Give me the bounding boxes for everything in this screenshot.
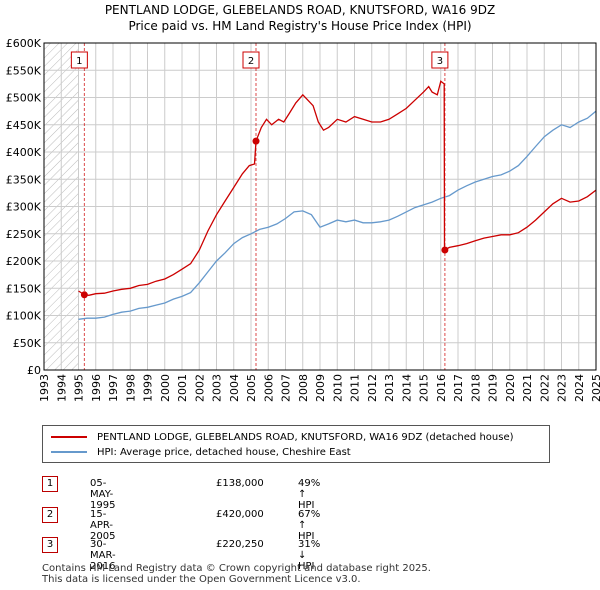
x-tick-label: 2000 — [159, 374, 172, 402]
hpi-line — [78, 110, 597, 320]
sale-marker-box — [70, 51, 88, 69]
x-tick-label: 2025 — [590, 374, 600, 402]
x-tick-label: 2014 — [400, 374, 413, 402]
x-tick-label: 2003 — [211, 374, 224, 402]
chart-title-line1: PENTLAND LODGE, GLEBELANDS ROAD, KNUTSFO… — [104, 3, 496, 17]
x-tick-label: 2008 — [297, 374, 310, 402]
y-tick-label: £50K — [13, 337, 42, 350]
sale-marker-label: 2 — [248, 56, 254, 67]
property-price-line — [78, 80, 597, 296]
y-tick-label: £200K — [6, 255, 42, 268]
transaction-date: 05-MAY-1995 — [90, 478, 116, 511]
y-tick-label: £400K — [6, 146, 42, 159]
x-tick-label: 2021 — [521, 374, 534, 402]
x-tick-label: 2018 — [469, 374, 482, 402]
y-tick-label: £150K — [6, 282, 42, 295]
x-tick-label: 2007 — [280, 374, 293, 402]
x-tick-label: 2002 — [193, 374, 206, 402]
transaction-number: 3 — [42, 537, 58, 553]
x-tick-label: 2024 — [573, 374, 586, 402]
x-tick-label: 2013 — [383, 374, 396, 402]
legend-swatch-blue — [51, 451, 87, 453]
y-tick-label: £550K — [6, 64, 42, 77]
x-tick-label: 2005 — [245, 374, 258, 402]
x-tick-label: 2023 — [556, 374, 569, 402]
transaction-number: 1 — [42, 476, 58, 492]
transaction-date: 15-APR-2005 — [90, 509, 116, 542]
x-tick-label: 1999 — [142, 374, 155, 402]
y-tick-label: £350K — [6, 173, 42, 186]
legend-item-hpi: HPI: Average price, detached house, Ches… — [51, 445, 351, 459]
transaction-hpi-change: 67% ↑ HPI — [298, 509, 321, 542]
x-tick-label: 1997 — [107, 374, 120, 402]
y-tick-label: £300K — [6, 201, 42, 214]
x-tick-label: 2022 — [538, 374, 551, 402]
x-tick-label: 2016 — [435, 374, 448, 402]
x-tick-label: 2011 — [349, 374, 362, 402]
y-tick-label: £0 — [27, 364, 41, 377]
legend-label-hpi: HPI: Average price, detached house, Ches… — [97, 446, 351, 458]
y-tick-label: £250K — [6, 228, 42, 241]
footer-licence: This data is licensed under the Open Gov… — [42, 574, 361, 585]
legend-item-property: PENTLAND LODGE, GLEBELANDS ROAD, KNUTSFO… — [51, 430, 514, 444]
x-tick-label: 2017 — [452, 374, 465, 402]
sale-point — [252, 137, 260, 145]
x-tick-label: 2010 — [331, 374, 344, 402]
x-tick-label: 2015 — [418, 374, 431, 402]
x-tick-label: 1998 — [124, 374, 137, 402]
x-tick-label: 2009 — [314, 374, 327, 402]
transaction-date: 30-MAR-2016 — [90, 539, 116, 572]
sale-marker-label: 3 — [437, 56, 443, 67]
footer-copyright: Contains HM Land Registry data © Crown c… — [42, 563, 431, 574]
x-tick-label: 1995 — [73, 374, 86, 402]
x-tick-label: 2020 — [504, 374, 517, 402]
x-tick-label: 2006 — [262, 374, 275, 402]
y-tick-label: £100K — [6, 310, 42, 323]
y-tick-label: £600K — [6, 37, 42, 50]
transaction-price: £138,000 — [216, 478, 264, 489]
sale-point — [80, 291, 88, 299]
legend-label-property: PENTLAND LODGE, GLEBELANDS ROAD, KNUTSFO… — [97, 431, 514, 443]
transaction-price: £420,000 — [216, 509, 264, 520]
chart-legend: PENTLAND LODGE, GLEBELANDS ROAD, KNUTSFO… — [42, 425, 550, 463]
transaction-hpi-change: 49% ↑ HPI — [298, 478, 321, 511]
y-tick-label: £500K — [6, 92, 42, 105]
transaction-price: £220,250 — [216, 539, 264, 550]
x-tick-label: 1994 — [55, 374, 68, 402]
legend-swatch-red — [51, 436, 87, 438]
x-tick-label: 2001 — [176, 374, 189, 402]
x-tick-label: 1993 — [38, 374, 51, 402]
sale-point — [441, 246, 449, 254]
x-tick-label: 1996 — [90, 374, 103, 402]
sale-marker-box — [431, 51, 449, 69]
price-chart: 1 2 3 £0 £50K £100K £150K £200K £250K £300K £350K… — [6, 37, 600, 402]
chart-title-line2: Price paid vs. HM Land Registry's House … — [128, 19, 472, 33]
sale-marker-label: 1 — [76, 56, 82, 67]
plot-frame — [43, 42, 597, 371]
x-tick-label: 2012 — [366, 374, 379, 402]
sale-marker-box — [242, 51, 260, 69]
y-tick-label: £450K — [6, 119, 42, 132]
transaction-number: 2 — [42, 507, 58, 523]
transaction-hpi-change: 31% ↓ HPI — [298, 539, 321, 572]
x-tick-label: 2019 — [487, 374, 500, 402]
x-tick-label: 2004 — [228, 374, 241, 402]
